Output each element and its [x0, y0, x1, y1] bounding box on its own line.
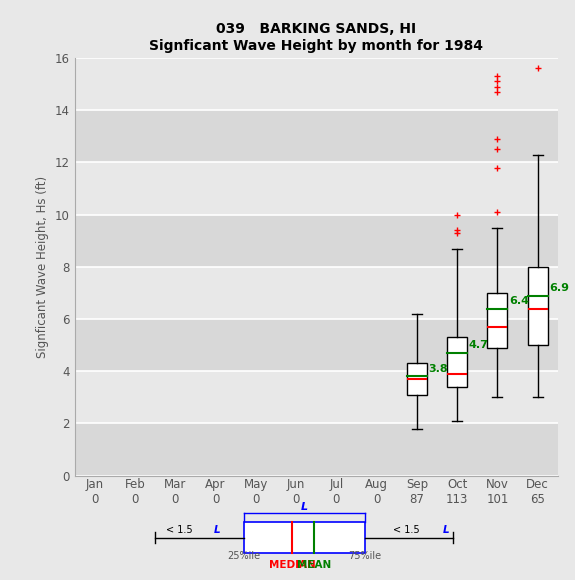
Text: 6.4: 6.4: [509, 296, 529, 306]
Bar: [75, 423, 558, 476]
Bar: [75, 267, 558, 319]
Y-axis label: Signficant Wave Height, Hs (ft): Signficant Wave Height, Hs (ft): [36, 176, 49, 358]
PathPatch shape: [407, 363, 427, 394]
PathPatch shape: [528, 267, 547, 345]
Bar: [75, 162, 558, 215]
Text: 25%ile: 25%ile: [227, 552, 260, 561]
Text: 3.8: 3.8: [428, 364, 448, 374]
Bar: [75, 110, 558, 162]
PathPatch shape: [488, 293, 508, 347]
Bar: [75, 371, 558, 423]
PathPatch shape: [447, 337, 467, 387]
Bar: [75, 215, 558, 267]
Text: L: L: [301, 502, 308, 513]
Bar: [244, 522, 365, 553]
Text: MEAN: MEAN: [297, 560, 331, 570]
Text: 4.7: 4.7: [469, 340, 489, 350]
Text: 6.9: 6.9: [549, 283, 569, 293]
Title: 039   BARKING SANDS, HI
Signficant Wave Height by month for 1984: 039 BARKING SANDS, HI Signficant Wave He…: [150, 23, 483, 53]
Text: MEDIAN: MEDIAN: [269, 560, 316, 570]
Text: < 1.5: < 1.5: [393, 525, 423, 535]
Text: L: L: [443, 525, 450, 535]
Bar: [75, 319, 558, 371]
Text: 75%ile: 75%ile: [348, 552, 381, 561]
Bar: [75, 58, 558, 110]
Text: < 1.5: < 1.5: [166, 525, 196, 535]
Text: L: L: [214, 525, 220, 535]
